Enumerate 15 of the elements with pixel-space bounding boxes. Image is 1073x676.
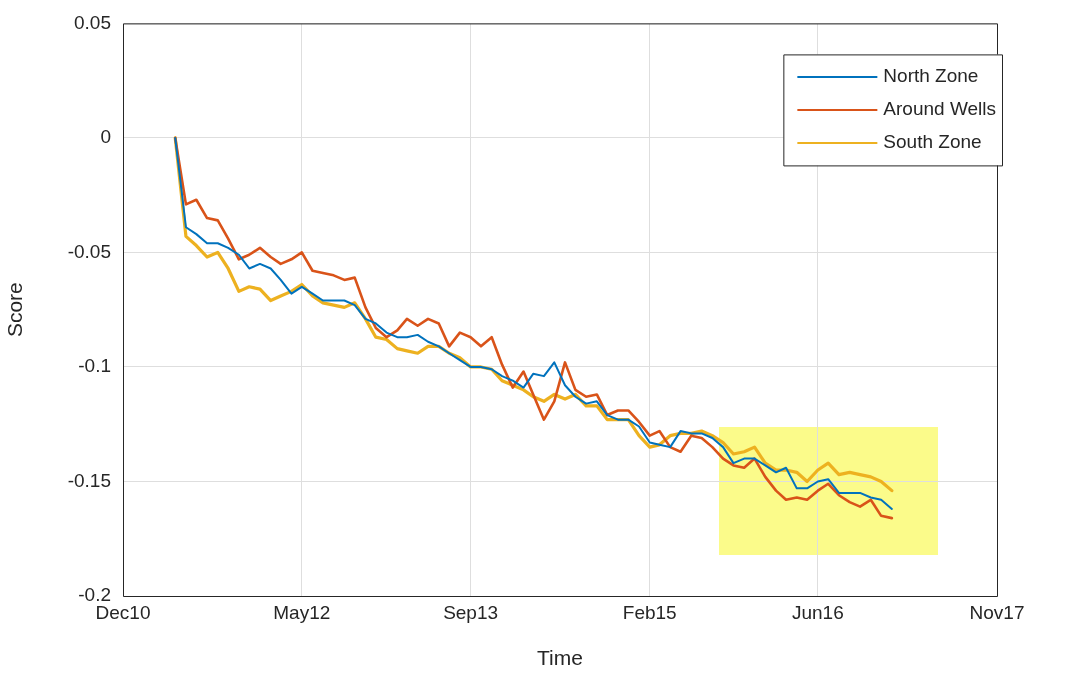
- legend-label: North Zone: [883, 65, 979, 87]
- x-axis-title: Time: [537, 646, 583, 670]
- y-tick-label: -0.1: [78, 355, 111, 377]
- x-tick-label: Jun16: [791, 601, 844, 623]
- x-tick-label: Nov17: [969, 601, 1025, 623]
- y-tick-label: -0.05: [67, 240, 111, 262]
- x-tick-label: Sep13: [443, 601, 499, 623]
- x-tick-label: May12: [273, 601, 331, 623]
- y-tick-label: -0.15: [67, 469, 111, 491]
- legend-label: Around Wells: [883, 98, 997, 120]
- x-tick-label: Feb15: [622, 601, 677, 623]
- y-tick-label: 0.05: [74, 11, 111, 33]
- y-tick-label: 0: [100, 126, 111, 148]
- legend-label: South Zone: [883, 131, 982, 153]
- y-axis-title: Score: [3, 282, 27, 338]
